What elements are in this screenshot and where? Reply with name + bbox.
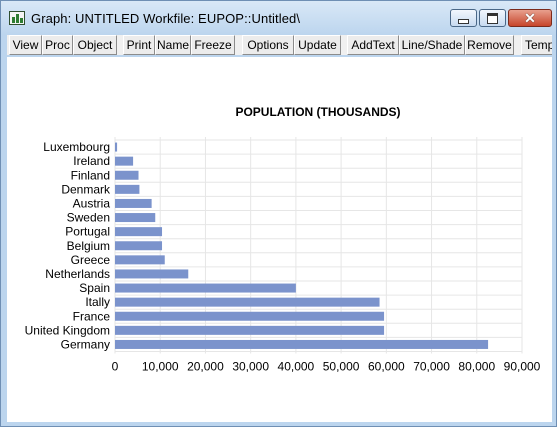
grid-lines (114, 137, 523, 354)
bar (115, 198, 152, 208)
remove-button[interactable]: Remove (465, 35, 514, 55)
x-tick-label: 0 (112, 360, 119, 374)
object-button[interactable]: Object (73, 35, 117, 55)
category-label: Belgium (67, 239, 110, 253)
bar (115, 156, 134, 166)
x-tick-label: 10,000 (142, 360, 179, 374)
graph-app-icon (9, 11, 25, 25)
category-label: Portugal (65, 225, 110, 239)
x-tick-label: 50,000 (323, 360, 360, 374)
close-icon: ✕ (524, 10, 536, 26)
minimize-icon (458, 18, 469, 24)
bar (115, 255, 165, 265)
bar (115, 297, 380, 307)
toolbar: View Proc Object Print Name Freeze Optio… (7, 35, 552, 55)
category-label: Austria (73, 196, 111, 210)
bar (115, 184, 140, 194)
category-labels: LuxembourgIrelandFinlandDenmarkAustriaSw… (25, 140, 111, 351)
x-tick-label: 20,000 (187, 360, 224, 374)
category-label: Finland (71, 168, 110, 182)
category-label: Spain (79, 281, 110, 295)
bar (115, 283, 296, 293)
x-tick-label: 30,000 (232, 360, 269, 374)
x-tick-label: 80,000 (458, 360, 495, 374)
bar (115, 227, 163, 237)
category-label: Luxembourg (43, 140, 110, 154)
close-button[interactable]: ✕ (508, 9, 552, 27)
bar-chart: POPULATION (THOUSANDS) LuxembourgIreland… (25, 105, 541, 374)
chart-title: POPULATION (THOUSANDS) (235, 105, 400, 119)
view-button[interactable]: View (9, 35, 42, 55)
graph-area: POPULATION (THOUSANDS) Luxembourg Ireland… (7, 57, 552, 422)
category-label: Germany (61, 337, 110, 351)
freeze-button[interactable]: Freeze (191, 35, 235, 55)
proc-button[interactable]: Proc (42, 35, 73, 55)
minimize-button[interactable] (450, 9, 477, 27)
line-shade-button[interactable]: Line/Shade (399, 35, 465, 55)
category-label: Itally (85, 295, 110, 309)
maximize-button[interactable] (479, 9, 506, 27)
bar (115, 170, 139, 180)
x-tick-label: 40,000 (278, 360, 315, 374)
template-button[interactable]: Temp (521, 35, 552, 55)
category-label: France (73, 309, 111, 323)
bar (115, 325, 385, 335)
update-button[interactable]: Update (294, 35, 341, 55)
bar (115, 241, 163, 251)
bar (115, 311, 385, 321)
x-tick-labels: 0 10,000 20,000 30,000 40,000 50,000 60,000 70,… (112, 360, 541, 374)
category-label: Netherlands (45, 267, 110, 281)
x-tick-label: 60,000 (368, 360, 405, 374)
bars (115, 142, 489, 349)
category-label: Ireland (73, 154, 110, 168)
x-tick-label: 90,000 (504, 360, 541, 374)
print-button[interactable]: Print (123, 35, 155, 55)
window-title: Graph: UNTITLED Workfile: EUPOP::Untitle… (31, 11, 301, 26)
title-bar[interactable]: Graph: UNTITLED Workfile: EUPOP::Untitle… (1, 1, 556, 35)
addtext-button[interactable]: AddText (347, 35, 399, 55)
bar (115, 269, 189, 279)
maximize-icon (487, 12, 498, 24)
bar (115, 213, 156, 223)
x-tick-label: 70,000 (413, 360, 450, 374)
category-label: United Kingdom (25, 323, 110, 337)
options-button[interactable]: Options (242, 35, 294, 55)
category-label: Denmark (61, 182, 111, 196)
category-label: Sweden (67, 211, 110, 225)
category-label: Greece (71, 253, 111, 267)
name-button[interactable]: Name (155, 35, 191, 55)
bar (115, 142, 118, 152)
bar (115, 339, 489, 349)
